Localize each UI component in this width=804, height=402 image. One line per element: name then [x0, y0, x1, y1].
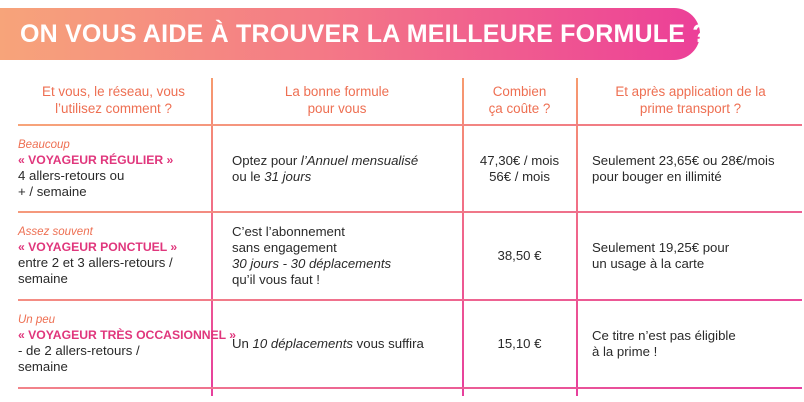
row-divider	[18, 299, 802, 301]
row-divider	[18, 387, 802, 389]
title-banner	[0, 8, 700, 60]
header-usage: Et vous, le réseau, vous l’utilisez comm…	[42, 84, 185, 116]
column-divider	[576, 78, 578, 396]
column-divider	[211, 78, 213, 396]
table-row-after-prime: Seulement 23,65€ ou 28€/mois pour bouger…	[592, 152, 775, 184]
frequency-label: Beaucoup	[18, 138, 70, 151]
table-row-price: 38,50 €	[497, 248, 542, 263]
column-divider	[462, 78, 464, 396]
category-label: « VOYAGEUR RÉGULIER »	[18, 152, 174, 167]
frequency-label: Assez souvent	[18, 226, 93, 238]
table-row-usage: Assez souvent « VOYAGEUR PONCTUEL » entr…	[18, 214, 209, 298]
header-price: Combien ça coûte ?	[488, 84, 551, 116]
header-after-prime: Et après application de la prime transpo…	[615, 84, 766, 116]
table-row-usage: Un peu « VOYAGEUR TRÈS OCCASIONNEL » - d…	[18, 314, 237, 374]
table-row-usage: Beaucoup « VOYAGEUR RÉGULIER » 4 allers-…	[18, 127, 209, 210]
frequency-label: Un peu	[18, 314, 56, 326]
table-row-formula: Un 10 déplacements vous suffira	[232, 336, 424, 351]
table-row-formula: C’est l’abonnement sans engagement 30 jo…	[232, 224, 392, 287]
category-label: « VOYAGEUR PONCTUEL »	[18, 240, 178, 254]
row-divider	[18, 211, 802, 213]
row-divider	[18, 124, 802, 126]
category-label: « VOYAGEUR TRÈS OCCASIONNEL »	[18, 328, 237, 342]
formula-table: Et vous, le réseau, vous l’utilisez comm…	[18, 78, 802, 396]
header-formula: La bonne formule pour vous	[284, 84, 390, 116]
table-row-formula: Optez pour l’Annuel mensualisé ou le 31 …	[232, 152, 419, 184]
page-title: ON VOUS AIDE À TROUVER LA MEILLEURE FORM…	[20, 20, 708, 48]
table-row-price: 47,30€ / mois 56€ / mois	[479, 152, 560, 184]
table-row-after-prime: Ce titre n’est pas éligible à la prime !	[592, 328, 736, 359]
table-row-price: 15,10 €	[497, 336, 542, 351]
table-row-after-prime: Seulement 19,25€ pour un usage à la cart…	[592, 240, 730, 271]
